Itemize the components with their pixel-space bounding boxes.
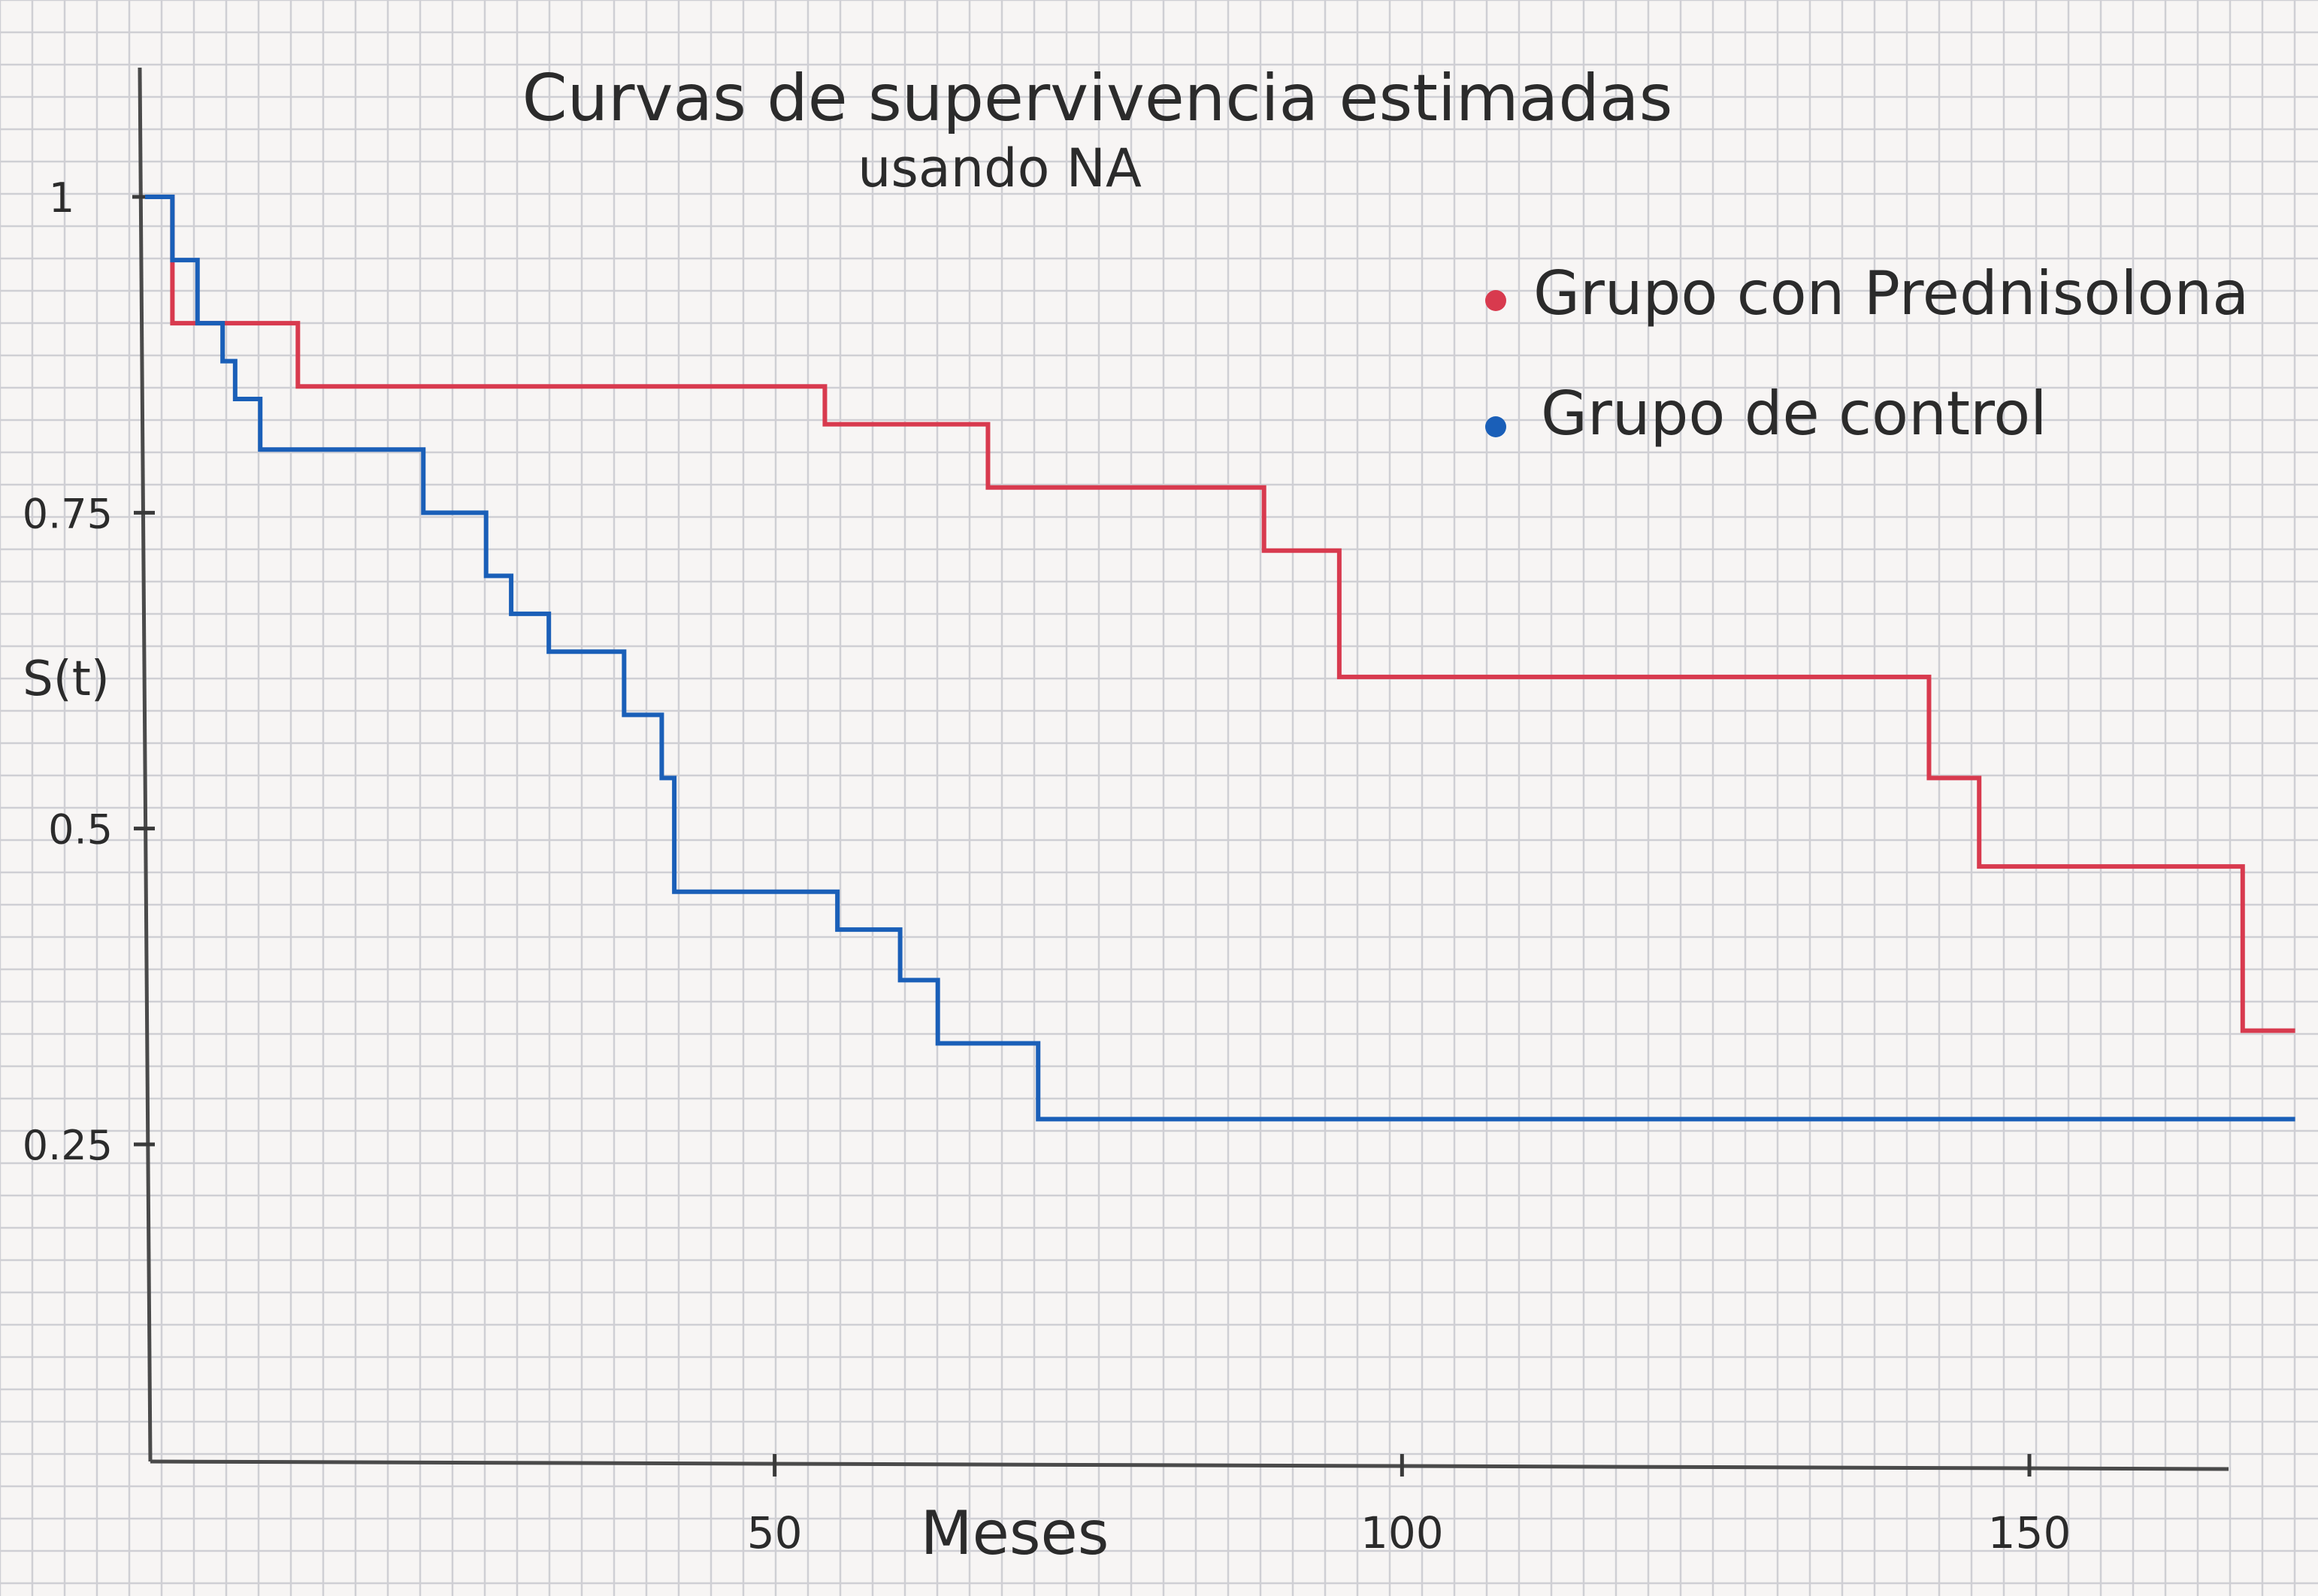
legend-label-prednisolona: Grupo con Prednisolona <box>1533 258 2249 328</box>
x-tick-label: 50 <box>747 1507 803 1558</box>
chart-subtitle: usando NA <box>858 138 1142 199</box>
series-line-prednisolona <box>145 195 2295 1033</box>
legend-marker-prednisolona <box>1485 290 1506 311</box>
y-ticks: 1 0.75 0.5 0.25 <box>23 174 159 1169</box>
legend-marker-control <box>1485 416 1506 437</box>
x-axis-line <box>150 1459 2229 1471</box>
series-line-control <box>145 195 2295 1122</box>
legend: Grupo con Prednisolona Grupo de control <box>1485 258 2249 449</box>
y-axis-label: S(t) <box>23 651 110 707</box>
legend-item-prednisolona: Grupo con Prednisolona <box>1485 258 2249 328</box>
y-tick-label: 0.25 <box>23 1122 113 1169</box>
legend-label-control: Grupo de control <box>1541 379 2047 449</box>
y-tick-label: 1 <box>49 174 74 222</box>
x-tick-label: 150 <box>1988 1507 2071 1558</box>
y-tick-label: 0.5 <box>48 806 113 854</box>
x-ticks: 50 100 150 <box>747 1454 2071 1558</box>
x-tick-label: 100 <box>1360 1507 1444 1558</box>
series <box>145 195 2295 1122</box>
chart-title: Curvas de supervivencia estimadas <box>522 61 1673 136</box>
legend-item-control: Grupo de control <box>1485 379 2047 449</box>
y-tick-label: 0.75 <box>23 490 113 537</box>
axes <box>138 67 2229 1471</box>
x-axis-label: Meses <box>921 1498 1109 1568</box>
y-axis-line <box>138 67 153 1462</box>
